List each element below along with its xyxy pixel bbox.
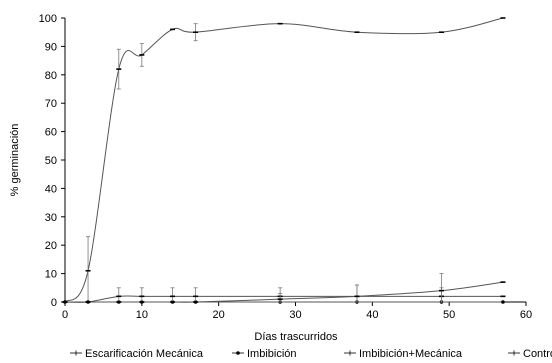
x-tick-label: 0 — [62, 309, 68, 321]
y-axis-title: % germinación — [9, 124, 21, 197]
series-layer — [62, 17, 506, 304]
x-tick-label: 60 — [520, 309, 532, 321]
legend-label: Imbibición — [247, 348, 297, 360]
axes: 0 10 20 30 40 50 60 0 10 20 30 40 50 60 70 80 90 100 — [39, 13, 532, 321]
series-line — [65, 281, 504, 303]
y-tick-label: 90 — [45, 41, 57, 53]
series-1 — [62, 17, 506, 303]
y-tick-label: 10 — [45, 269, 57, 281]
y-tick-label: 40 — [45, 183, 57, 195]
x-tick-label: 30 — [289, 309, 301, 321]
legend-label: Imbibición+Mecánica — [359, 348, 463, 360]
y-tick-label: 100 — [39, 13, 57, 25]
y-tick-label: 30 — [45, 212, 57, 224]
y-tick-label: 60 — [45, 127, 57, 139]
x-tick-label: 40 — [366, 309, 378, 321]
x-tick-label: 50 — [443, 309, 455, 321]
legend-label: Escarificación Mecánica — [85, 348, 204, 360]
y-tick-label: 0 — [51, 297, 57, 309]
series-4 — [62, 273, 506, 303]
x-tick-label: 20 — [213, 309, 225, 321]
legend: Escarificación Mecánica Imbibición Imbibic… — [70, 348, 552, 360]
data-point — [501, 300, 505, 304]
x-axis-title: Días trascurridos — [254, 331, 338, 343]
series-3 — [62, 284, 506, 303]
y-tick-label: 70 — [45, 98, 57, 110]
legend-label: Control — [523, 348, 552, 360]
y-tick-label: 50 — [45, 155, 57, 167]
y-tick-label: 80 — [45, 70, 57, 82]
legend-marker — [236, 351, 240, 355]
series-line — [64, 295, 503, 303]
y-tick-label: 20 — [45, 240, 57, 252]
series-line — [64, 17, 504, 303]
x-tick-label: 10 — [136, 309, 148, 321]
